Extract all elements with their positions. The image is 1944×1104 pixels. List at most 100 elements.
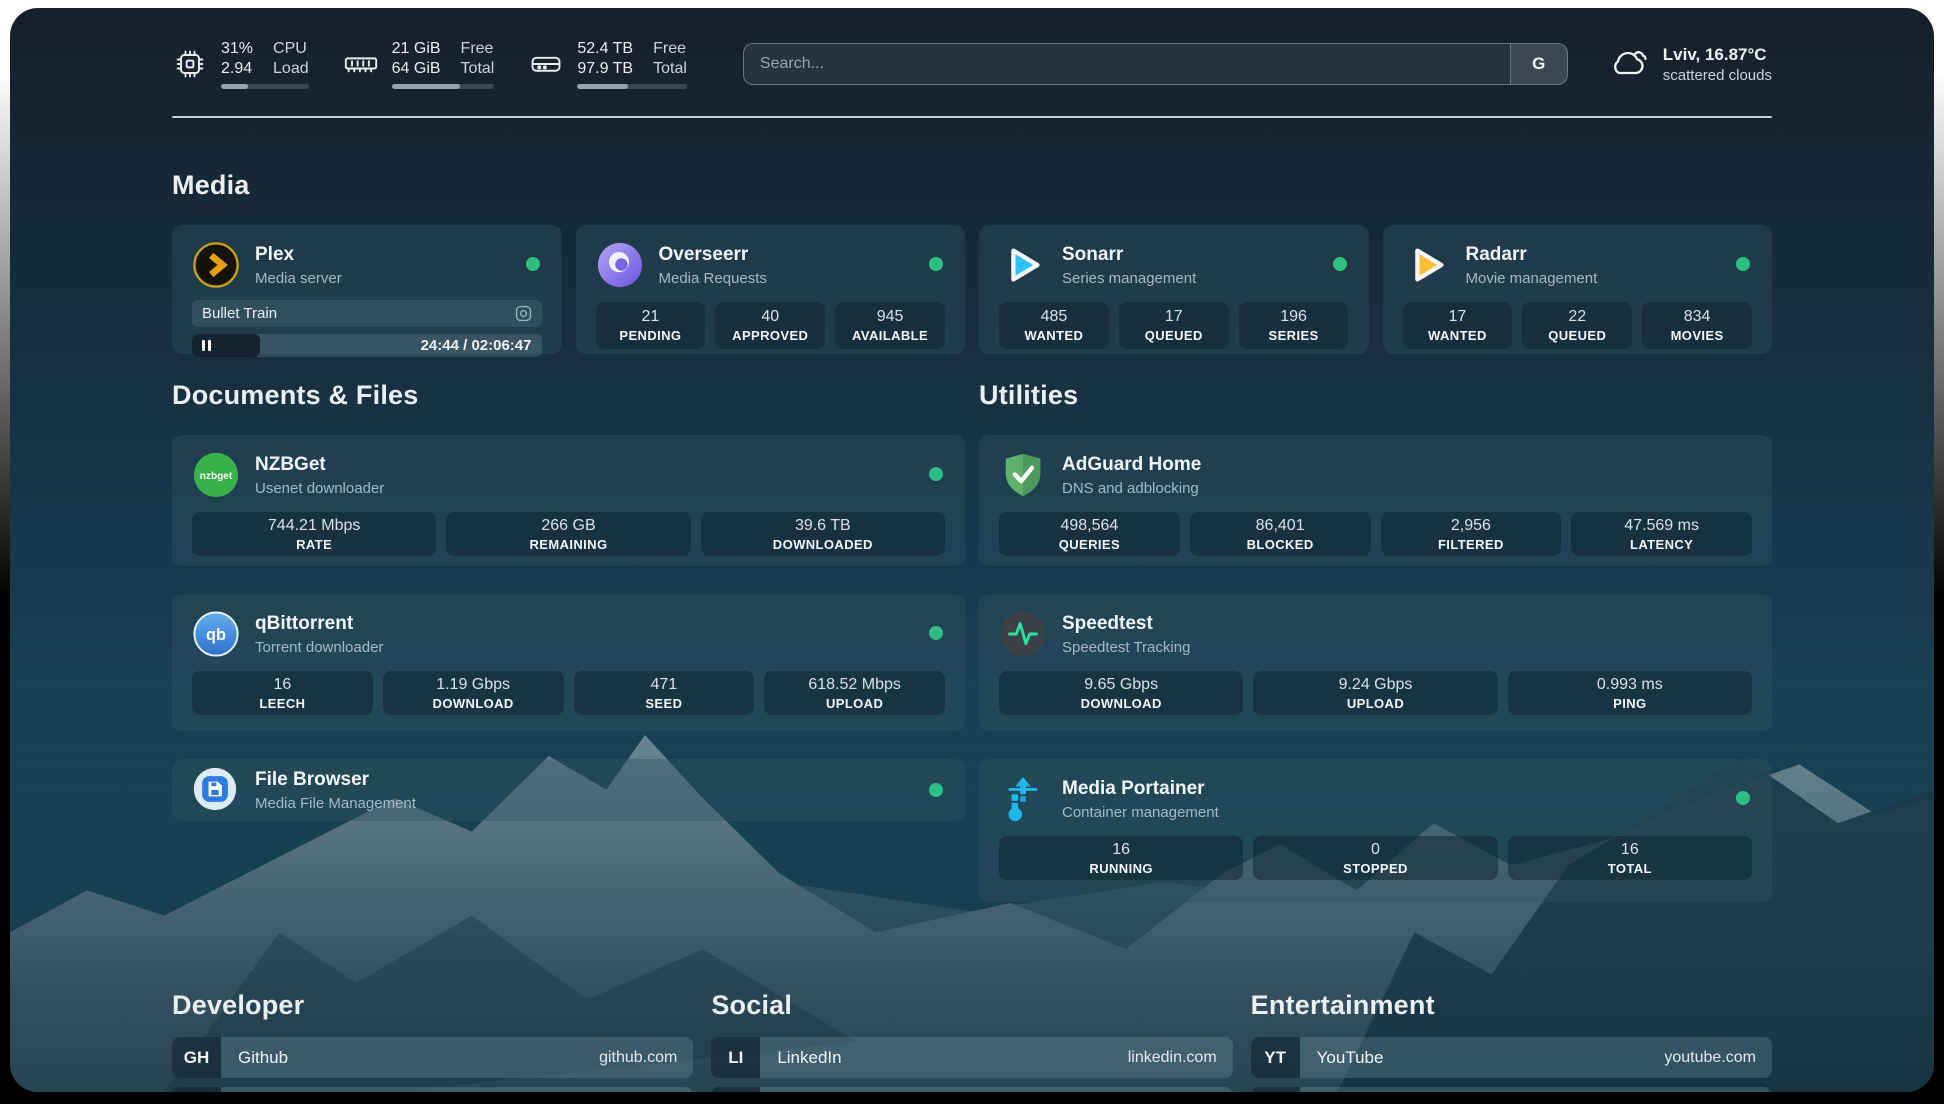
ram-widget: 21 GiB 64 GiB Free Total: [343, 39, 495, 89]
speedtest-icon: [999, 610, 1047, 658]
search-engine-button[interactable]: G: [1509, 44, 1567, 84]
app-name: Radarr: [1465, 243, 1527, 265]
speedtest-card[interactable]: Speedtest Speedtest Tracking 9.65 Gbps DO…: [979, 594, 1772, 731]
bookmark-youtube[interactable]: YT YouTube youtube.com: [1250, 1037, 1772, 1078]
app-subtitle: Media File Management: [255, 794, 416, 812]
app-name: qBittorrent: [255, 612, 354, 634]
bookmarks-developer: Developer GH Github github.com SO StackO…: [172, 930, 694, 1092]
status-dot: [525, 257, 540, 271]
weather-widget: Lviv, 16.87°C scattered clouds: [1606, 42, 1772, 87]
disk-total-value: 97.9 TB: [577, 60, 634, 77]
app-name: Sonarr: [1062, 243, 1124, 265]
radarr-card[interactable]: Radarr Movie management 17 WANTED 22 QUEUE…: [1382, 225, 1772, 354]
app-name: Media Portainer: [1062, 777, 1205, 799]
ram-free-value: 21 GiB: [391, 40, 441, 57]
section-title-documents: Documents & Files: [172, 380, 419, 410]
stat-stopped: 0 STOPPED: [1253, 836, 1498, 880]
bookmark-github[interactable]: GH Github github.com: [172, 1037, 694, 1078]
stat-upload: 618.52 Mbps UPLOAD: [764, 671, 945, 715]
plex-card[interactable]: Plex Media server Bullet Train: [172, 225, 562, 357]
stat-running: 16 RUNNING: [999, 836, 1244, 880]
documents-column: Documents & Files nzbget NZBGet Usenet d: [172, 354, 965, 930]
stat-download: 9.65 Gbps DOWNLOAD: [999, 671, 1244, 715]
overseerr-icon: [596, 241, 644, 289]
bookmark-netflix[interactable]: NF Netflix netflix.com: [1250, 1087, 1772, 1092]
bookmark-abbr: YT: [1250, 1037, 1300, 1078]
bookmarks-entertainment: Entertainment YT YouTube youtube.com NF …: [1250, 930, 1772, 1092]
stat-filtered: 2,956 FILTERED: [1380, 512, 1562, 556]
section-title-social: Social: [711, 990, 793, 1020]
disk-progress: [577, 84, 687, 89]
sonarr-card[interactable]: Sonarr Series management 485 WANTED 17 QUE…: [979, 225, 1369, 354]
app-name: Speedtest: [1062, 612, 1153, 634]
app-name: Overseerr: [658, 243, 749, 265]
dashboard-window: 31% 2.94 CPU Load 21 GiB 64 GiB Fre: [10, 8, 1934, 1092]
stat-queries: 498,564 QUERIES: [999, 512, 1180, 556]
app-subtitle: DNS and adblocking: [1062, 479, 1199, 497]
stat-ping: 0.993 ms PING: [1507, 671, 1752, 715]
section-title-developer: Developer: [172, 990, 305, 1020]
nzbget-card[interactable]: nzbget NZBGet Usenet downloader 744.21 M…: [172, 435, 965, 566]
session-icon: [515, 305, 532, 322]
stat-movies: 834 MOVIES: [1642, 302, 1752, 349]
stat-total: 16 TOTAL: [1507, 836, 1752, 880]
stat-leech: 16 LEECH: [192, 671, 373, 715]
search-bar: G: [742, 43, 1568, 85]
filebrowser-card[interactable]: File Browser Media File Management: [172, 759, 965, 821]
portainer-card[interactable]: Media Portainer Container management 16 R…: [979, 759, 1772, 902]
disk-free-value: 52.4 TB: [577, 40, 634, 57]
bookmark-abbr: TW: [711, 1087, 761, 1092]
topbar-divider: [172, 116, 1772, 118]
ram-total-label: Total: [460, 60, 495, 77]
filebrowser-icon: [192, 766, 240, 814]
search-input[interactable]: [743, 44, 1510, 84]
disk-icon: [528, 46, 564, 82]
playback-progress: 24:44 / 02:06:47: [192, 334, 542, 357]
adguard-icon: [999, 451, 1047, 499]
status-dot: [929, 467, 943, 481]
disk-total-label: Total: [653, 60, 687, 77]
media-cards-row: Plex Media server Bullet Train: [172, 225, 1772, 357]
stat-approved: 40 APPROVED: [715, 302, 826, 349]
bookmark-abbr: LI: [711, 1037, 761, 1078]
pause-icon[interactable]: [202, 340, 211, 351]
stat-remaining: 266 GB REMAINING: [446, 512, 691, 556]
stat-rate: 744.21 Mbps RATE: [192, 512, 437, 556]
now-playing-title: Bullet Train: [202, 305, 278, 322]
cpu-load-label: Load: [273, 60, 309, 77]
stat-seed: 471 SEED: [573, 671, 755, 715]
app-subtitle: Speedtest Tracking: [1062, 638, 1191, 656]
bookmarks-social: Social LI LinkedIn linkedin.com TW Twitt…: [711, 930, 1233, 1092]
qbittorrent-card[interactable]: qb qBittorrent Torrent downloader 16 LEEC…: [172, 594, 965, 731]
stat-upload: 9.24 Gbps UPLOAD: [1253, 671, 1498, 715]
app-subtitle: Usenet downloader: [255, 479, 385, 497]
app-subtitle: Media server: [255, 269, 342, 287]
disk-widget: 52.4 TB 97.9 TB Free Total: [528, 39, 687, 89]
disk-free-label: Free: [653, 40, 686, 57]
stat-series: 196 SERIES: [1238, 302, 1349, 349]
ram-total-value: 64 GiB: [391, 60, 441, 77]
bookmark-twitter[interactable]: TW Twitter twitter.com: [711, 1087, 1233, 1092]
adguard-card[interactable]: AdGuard Home DNS and adblocking 498,564 Q…: [979, 435, 1772, 566]
cpu-widget: 31% 2.94 CPU Load: [172, 39, 309, 89]
utilities-column: Utilities AdGuard Home: [979, 354, 1772, 930]
app-name: Plex: [255, 243, 295, 265]
stat-downloaded: 39.6 TB DOWNLOADED: [700, 512, 945, 556]
qbittorrent-icon: qb: [192, 610, 240, 658]
cpu-label: CPU: [273, 40, 307, 57]
weather-condition: scattered clouds: [1662, 66, 1772, 84]
app-name: File Browser: [255, 768, 370, 790]
section-title-entertainment: Entertainment: [1250, 990, 1435, 1020]
bookmark-abbr: GH: [172, 1037, 221, 1078]
status-dot: [1736, 257, 1750, 271]
plex-icon: [192, 241, 240, 289]
stat-wanted: 17 WANTED: [1402, 302, 1513, 349]
stat-available: 945 AVAILABLE: [835, 302, 945, 349]
portainer-icon: [999, 775, 1047, 823]
stat-queued: 22 QUEUED: [1522, 302, 1633, 349]
overseerr-card[interactable]: Overseerr Media Requests 21 PENDING 40 APP…: [575, 225, 965, 354]
bookmark-stackoverflow[interactable]: SO StackOverflow stackoverflow.com: [172, 1087, 694, 1092]
bookmark-linkedin[interactable]: LI LinkedIn linkedin.com: [711, 1037, 1233, 1078]
cloud-icon: [1606, 42, 1650, 87]
memory-icon: [343, 46, 379, 82]
